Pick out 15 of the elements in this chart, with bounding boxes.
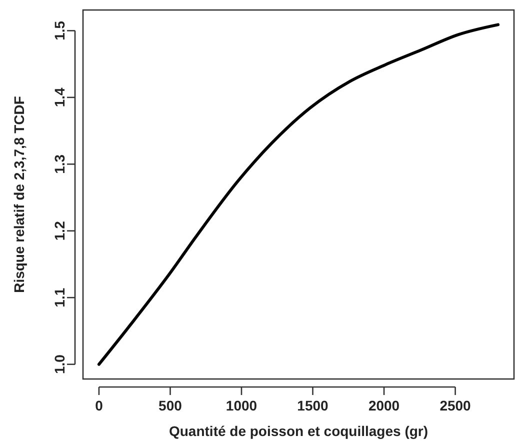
y-tick-label: 1.2 — [52, 220, 68, 241]
y-axis-title: Risque relatif de 2,3,7,8 TCDF — [11, 96, 27, 293]
x-tick-label: 1000 — [226, 398, 258, 414]
x-tick-label: 1500 — [297, 398, 329, 414]
line-series — [97, 23, 500, 366]
y-tick-label: 1.4 — [52, 87, 68, 108]
y-tick-label: 1.0 — [52, 354, 68, 374]
x-tick-label: 2500 — [440, 398, 472, 414]
x-axis-title: Quantité de poisson et coquillages (gr) — [168, 423, 428, 439]
x-tick-label: 0 — [95, 398, 104, 414]
x-tick-label: 2000 — [368, 398, 400, 414]
x-tick-label: 500 — [158, 398, 182, 414]
y-tick-label: 1.1 — [52, 288, 68, 308]
y-tick-label: 1.5 — [52, 20, 68, 40]
y-tick-label: 1.3 — [52, 154, 68, 174]
